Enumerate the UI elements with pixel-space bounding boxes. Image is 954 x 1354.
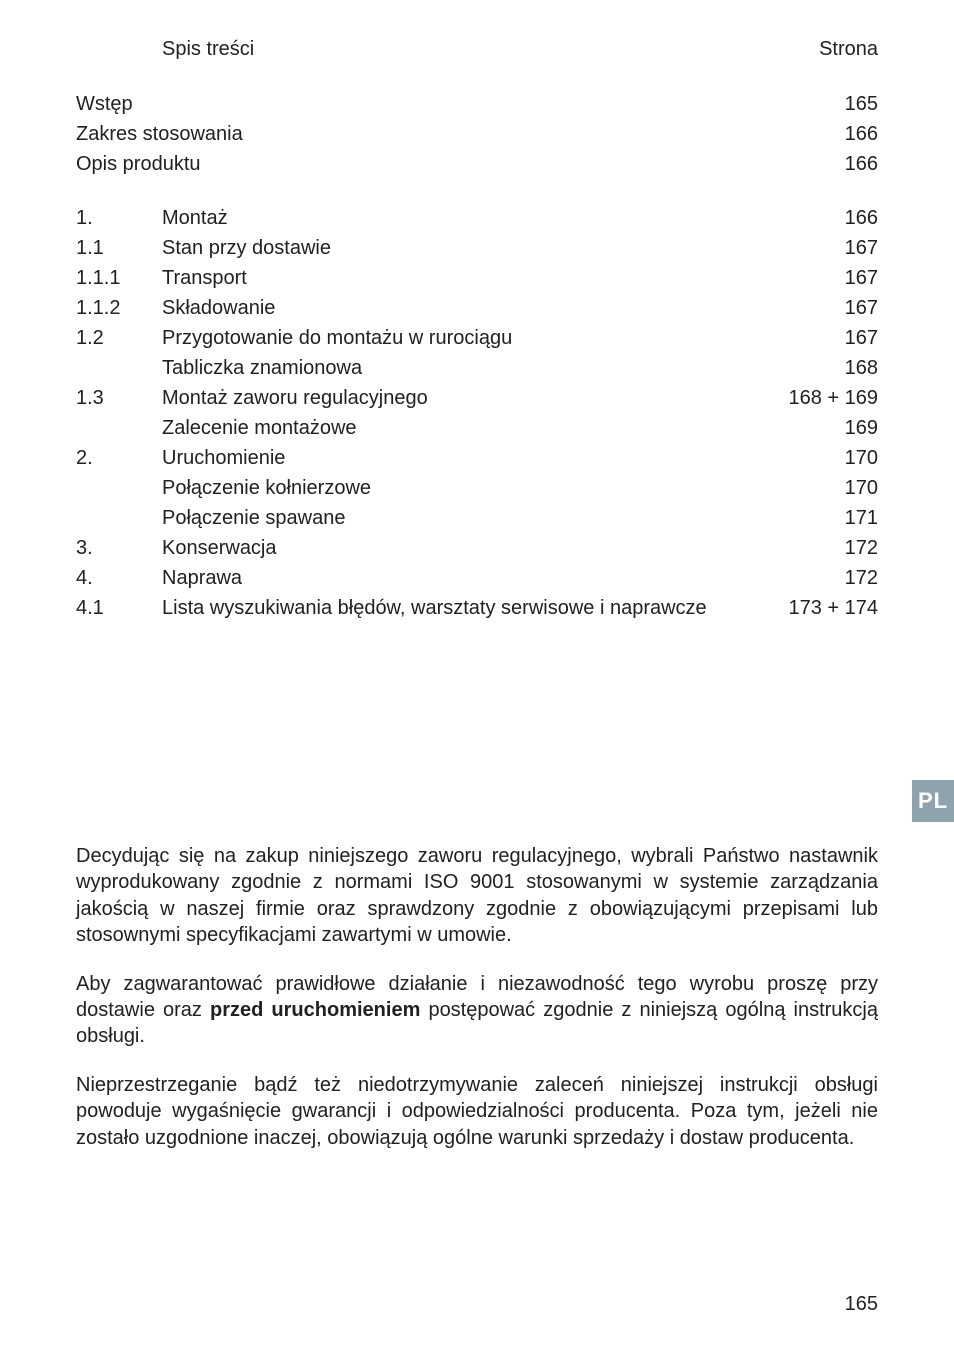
p2-bold: przed uruchomieniem [210, 999, 420, 1021]
toc-row: 1.2 Przygotowanie do montażu w rurociągu… [76, 323, 878, 353]
toc-row: 1.1.2 Składowanie 167 [76, 293, 878, 323]
toc-item-num: 4. [76, 563, 162, 593]
toc-item-num: 3. [76, 533, 162, 563]
table-of-contents: Spis treści Strona Wstęp 165 Zakres stos… [76, 38, 878, 623]
toc-intro-row: Wstęp 165 [76, 89, 878, 119]
toc-row: 1.1 Stan przy dostawie 167 [76, 233, 878, 263]
toc-item-num: 1.2 [76, 323, 162, 353]
toc-item-page: 168 [758, 353, 878, 383]
toc-item-page: 166 [758, 203, 878, 233]
toc-item-page: 167 [758, 323, 878, 353]
body-text: Decydując się na zakup niniejszego zawor… [76, 843, 878, 1151]
toc-item-title: Lista wyszukiwania błędów, warsztaty ser… [162, 593, 758, 623]
toc-item-page: 170 [758, 443, 878, 473]
toc-item-num: 2. [76, 443, 162, 473]
toc-item-page: 172 [758, 563, 878, 593]
language-tab: PL [912, 780, 954, 822]
toc-item-page: 169 [758, 413, 878, 443]
paragraph-3: Nieprzestrzeganie bądź też niedotrzymywa… [76, 1072, 878, 1151]
toc-item-page: 166 [758, 149, 878, 179]
toc-item-page: 171 [758, 503, 878, 533]
toc-header: Spis treści Strona [76, 38, 878, 61]
toc-item-title: Montaż zaworu regulacyjnego [162, 383, 758, 413]
toc-item-title: Konserwacja [162, 533, 758, 563]
toc-intro-row: Zakres stosowania 166 [76, 119, 878, 149]
toc-item-page: 172 [758, 533, 878, 563]
toc-item-title: Składowanie [162, 293, 758, 323]
toc-item-num: 1.1.2 [76, 293, 162, 323]
toc-intro-row: Opis produktu 166 [76, 149, 878, 179]
toc-row: Połączenie kołnierzowe 170 [76, 473, 878, 503]
toc-item-title: Zakres stosowania [76, 119, 758, 149]
toc-row: 4.1 Lista wyszukiwania błędów, warsztaty… [76, 593, 878, 623]
toc-row: 1. Montaż 166 [76, 203, 878, 233]
toc-row: 2. Uruchomienie 170 [76, 443, 878, 473]
toc-item-page: 167 [758, 263, 878, 293]
toc-item-title: Transport [162, 263, 758, 293]
toc-item-title: Montaż [162, 203, 758, 233]
page: Spis treści Strona Wstęp 165 Zakres stos… [0, 0, 954, 1354]
toc-item-title: Naprawa [162, 563, 758, 593]
toc-item-page: 170 [758, 473, 878, 503]
toc-item-title: Połączenie kołnierzowe [162, 473, 758, 503]
toc-item-num: 1.1.1 [76, 263, 162, 293]
toc-title: Spis treści [162, 38, 758, 61]
toc-item-title: Tabliczka znamionowa [162, 353, 758, 383]
toc-item-page: 166 [758, 119, 878, 149]
toc-item-page: 165 [758, 89, 878, 119]
page-number: 165 [845, 1293, 878, 1316]
toc-item-title: Przygotowanie do montażu w rurociągu [162, 323, 758, 353]
toc-item-title: Opis produktu [76, 149, 758, 179]
toc-item-num: 1.1 [76, 233, 162, 263]
toc-item-page: 168 + 169 [758, 383, 878, 413]
toc-item-title: Stan przy dostawie [162, 233, 758, 263]
toc-item-num: 1.3 [76, 383, 162, 413]
paragraph-2: Aby zagwarantować prawidłowe działanie i… [76, 971, 878, 1050]
toc-row: 1.1.1 Transport 167 [76, 263, 878, 293]
toc-item-title: Zalecenie montażowe [162, 413, 758, 443]
toc-row: 1.3 Montaż zaworu regulacyjnego 168 + 16… [76, 383, 878, 413]
toc-row: Zalecenie montażowe 169 [76, 413, 878, 443]
toc-item-title: Uruchomienie [162, 443, 758, 473]
toc-item-title: Połączenie spawane [162, 503, 758, 533]
toc-item-num: 1. [76, 203, 162, 233]
toc-item-title: Wstęp [76, 89, 758, 119]
paragraph-1: Decydując się na zakup niniejszego zawor… [76, 843, 878, 949]
toc-item-page: 167 [758, 293, 878, 323]
toc-row: Tabliczka znamionowa 168 [76, 353, 878, 383]
toc-page-label: Strona [758, 38, 878, 61]
toc-item-page: 167 [758, 233, 878, 263]
toc-row: Połączenie spawane 171 [76, 503, 878, 533]
toc-item-page: 173 + 174 [758, 593, 878, 623]
toc-item-num: 4.1 [76, 593, 162, 623]
toc-row: 3. Konserwacja 172 [76, 533, 878, 563]
toc-row: 4. Naprawa 172 [76, 563, 878, 593]
